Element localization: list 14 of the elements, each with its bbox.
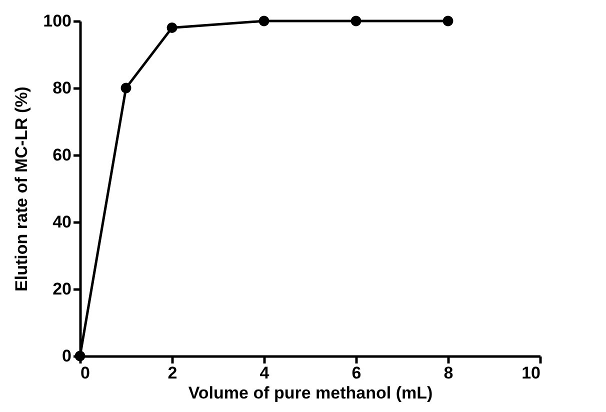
x-tick-label: 10 xyxy=(522,364,540,382)
x-tick-label: 8 xyxy=(444,364,454,382)
x-tick-label: 6 xyxy=(352,364,362,382)
y-tick-label: 20 xyxy=(52,280,72,298)
x-axis-title: Volume of pure methanol (mL) xyxy=(188,384,433,402)
y-tick-label: 100 xyxy=(43,12,72,30)
y-tick-label: 0 xyxy=(62,346,72,366)
x-tick-label: 2 xyxy=(168,364,178,382)
y-tick-label: 40 xyxy=(52,212,72,232)
y-axis-title: Elution rate of MC-LR (%) xyxy=(12,86,32,292)
y-tick-label: 80 xyxy=(52,78,72,98)
y-tick-label: 60 xyxy=(52,146,72,164)
x-tick-label: 0 xyxy=(80,364,90,382)
x-tick-label: 4 xyxy=(260,364,270,382)
